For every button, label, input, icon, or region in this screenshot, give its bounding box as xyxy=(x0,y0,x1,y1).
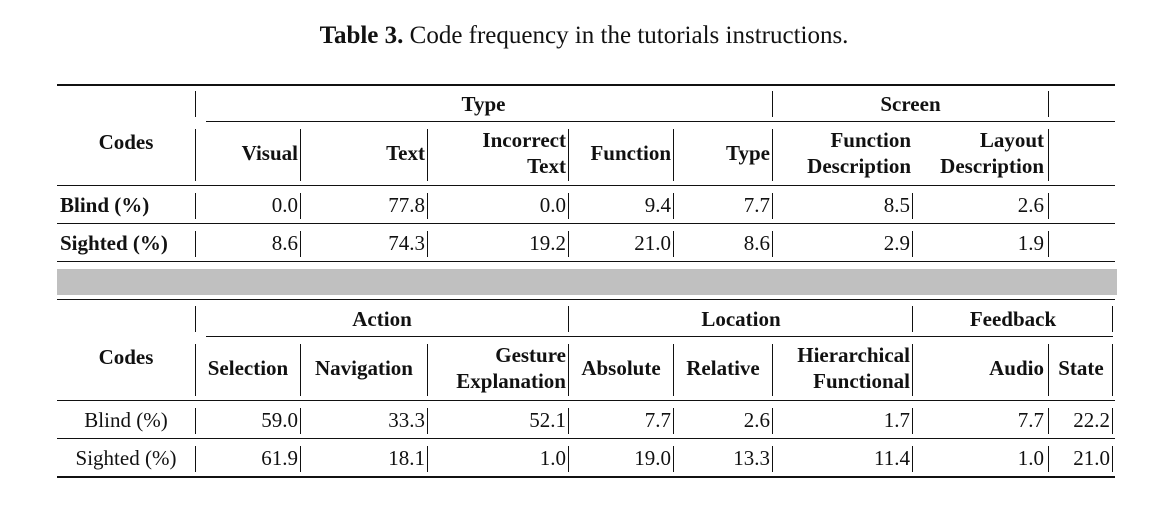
bottom-sighted-relative: 13.3 xyxy=(733,446,770,470)
top-row-blind-label: Blind (%) xyxy=(60,193,150,217)
col-hierarchical-functional-2: Functional xyxy=(813,369,910,393)
table-caption: Table 3. Code frequency in the tutorials… xyxy=(0,22,1154,50)
group-type-header: Type xyxy=(461,92,506,116)
caption-label: Table 3. xyxy=(319,22,404,49)
bottom-blind-gesture-explanation: 52.1 xyxy=(529,408,566,432)
bottom-codes-header: Codes xyxy=(98,345,154,369)
col-absolute: Absolute xyxy=(581,356,661,380)
bottom-row-blind-label: Blind (%) xyxy=(84,408,168,432)
caption-text: Code frequency in the tutorials instruct… xyxy=(409,22,849,49)
top-codes-header: Codes xyxy=(98,130,154,154)
col-state: State xyxy=(1058,356,1104,380)
bottom-top-rule xyxy=(57,299,1115,300)
top-sighted-function-description: 2.9 xyxy=(883,231,910,255)
bottom-blind-absolute: 7.7 xyxy=(644,408,671,432)
col-function: Function xyxy=(590,141,671,165)
top-blind-incorrect-text: 0.0 xyxy=(539,193,566,217)
col-selection: Selection xyxy=(207,356,289,380)
top-sighted-visual: 8.6 xyxy=(271,231,298,255)
top-sighted-type: 8.6 xyxy=(743,231,770,255)
bottom-header-rule xyxy=(57,400,1115,401)
top-blind-function: 9.4 xyxy=(644,193,671,217)
bottom-row-sighted-label: Sighted (%) xyxy=(75,446,177,470)
col-hierarchical-functional-1: Hierarchical xyxy=(797,343,910,367)
bottom-rule xyxy=(57,476,1115,478)
col-visual: Visual xyxy=(241,141,298,165)
top-blind-visual: 0.0 xyxy=(271,193,298,217)
top-rule xyxy=(57,84,1115,86)
col-layout-description-1: Layout xyxy=(979,128,1044,152)
group-location-header: Location xyxy=(701,307,781,331)
bottom-sighted-hierarchical-functional: 11.4 xyxy=(874,446,910,470)
top-group-rule xyxy=(206,121,1115,122)
col-function-description-2: Description xyxy=(807,154,911,178)
bottom-sighted-navigation: 18.1 xyxy=(388,446,425,470)
col-text: Text xyxy=(386,141,425,165)
col-navigation: Navigation xyxy=(314,356,413,380)
group-feedback-header: Feedback xyxy=(969,307,1057,331)
top-row-sighted-label: Sighted (%) xyxy=(60,231,168,255)
top-header-rule xyxy=(57,185,1115,186)
col-gesture-explanation-1: Gesture xyxy=(495,343,566,367)
top-blind-text: 77.8 xyxy=(388,193,425,217)
table-separator-band xyxy=(57,269,1117,295)
col-incorrect-text-1: Incorrect xyxy=(482,128,566,152)
top-sighted-text: 74.3 xyxy=(388,231,425,255)
bottom-sighted-audio: 1.0 xyxy=(1017,446,1044,470)
bottom-blind-hierarchical-functional: 1.7 xyxy=(883,408,910,432)
col-function-description-1: Function xyxy=(830,128,911,152)
bottom-sighted-gesture-explanation: 1.0 xyxy=(539,446,566,470)
group-action-header: Action xyxy=(352,307,412,331)
bottom-group-rule xyxy=(206,336,1113,337)
bottom-sighted-absolute: 19.0 xyxy=(634,446,671,470)
bottom-blind-audio: 7.7 xyxy=(1017,408,1044,432)
bottom-row-rule xyxy=(57,438,1115,439)
col-gesture-explanation-2: Explanation xyxy=(456,369,566,393)
group-screen-header: Screen xyxy=(880,92,941,116)
bottom-blind-relative: 2.6 xyxy=(743,408,770,432)
top-blind-function-description: 8.5 xyxy=(883,193,910,217)
col-layout-description-2: Description xyxy=(940,154,1044,178)
bottom-blind-navigation: 33.3 xyxy=(388,408,425,432)
bottom-blind-state: 22.2 xyxy=(1073,408,1110,432)
top-row-rule xyxy=(57,223,1115,224)
top-sighted-incorrect-text: 19.2 xyxy=(529,231,566,255)
top-blind-layout-description: 2.6 xyxy=(1017,193,1044,217)
col-type: Type xyxy=(726,141,770,165)
bottom-blind-selection: 59.0 xyxy=(261,408,298,432)
top-sighted-function: 21.0 xyxy=(634,231,671,255)
col-relative: Relative xyxy=(686,356,760,380)
top-bottom-rule xyxy=(57,261,1115,262)
bottom-sighted-selection: 61.9 xyxy=(261,446,298,470)
bottom-sighted-state: 21.0 xyxy=(1073,446,1110,470)
col-audio: Audio xyxy=(989,356,1044,380)
top-blind-type: 7.7 xyxy=(743,193,770,217)
top-sighted-layout-description: 1.9 xyxy=(1017,231,1044,255)
col-incorrect-text-2: Text xyxy=(527,154,566,178)
